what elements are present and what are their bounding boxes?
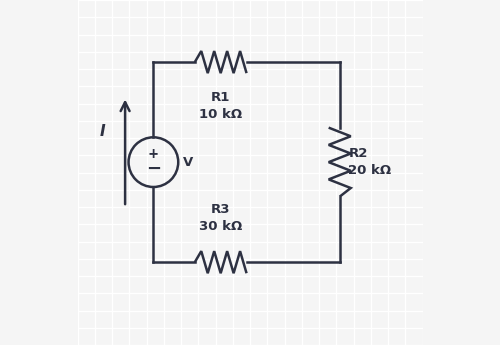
Text: +: + xyxy=(149,147,158,162)
Text: R3
30 kΩ: R3 30 kΩ xyxy=(199,203,242,233)
Text: R2
20 kΩ: R2 20 kΩ xyxy=(348,147,392,177)
Text: −: − xyxy=(146,160,161,178)
Text: I: I xyxy=(100,124,105,139)
Text: R1
10 kΩ: R1 10 kΩ xyxy=(199,91,242,121)
Text: V: V xyxy=(182,156,193,169)
